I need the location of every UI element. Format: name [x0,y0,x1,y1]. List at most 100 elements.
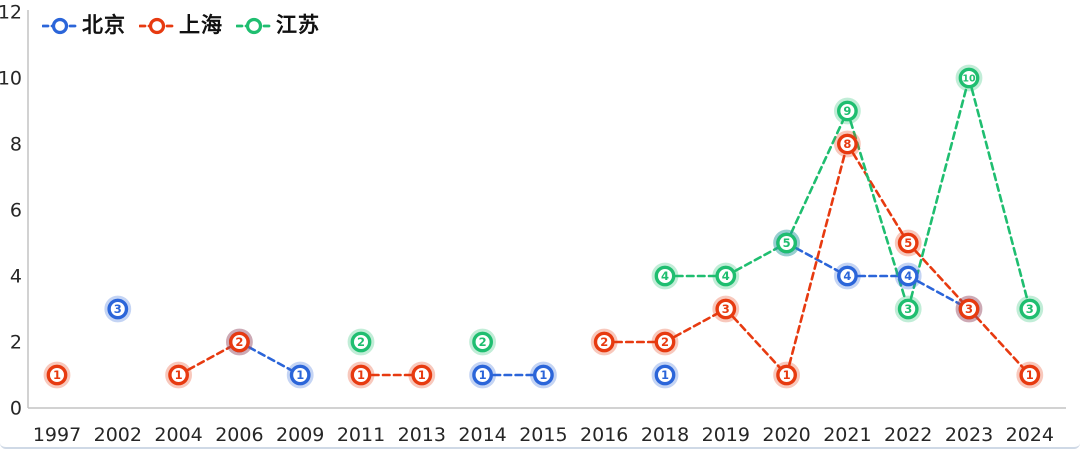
series-line-segment [785,241,849,278]
marker-halo [469,328,497,356]
marker-ring [350,364,372,386]
data-point-marker: 4 [651,262,679,290]
marker-value-label: 1 [783,368,791,382]
marker-ring [958,298,980,320]
legend-item-shanghai[interactable]: 上海 [139,15,223,36]
legend-label: 上海 [179,13,223,37]
series-line-segment [906,76,971,311]
x-tick-label: 2006 [215,424,263,446]
marker-ring [897,265,919,287]
marker-ring [593,331,615,353]
marker-halo [408,361,436,389]
marker-halo [834,130,861,158]
x-tick-label: 2019 [702,424,750,446]
y-tick-label: 10 [0,68,22,90]
data-point-marker: 3 [1016,295,1044,323]
marker-value-label: 8 [843,137,851,151]
x-tick-label: 2023 [945,424,993,446]
marker-halo [894,295,922,323]
marker-halo [955,295,983,323]
marker-ring [654,331,676,353]
marker-value-label: 2 [479,335,487,349]
marker-value-label: 1 [539,368,547,382]
data-point-marker: 1 [286,361,314,389]
marker-ring [776,364,797,386]
marker-value-label: 3 [722,302,730,316]
legend-circle-icon [148,17,166,34]
marker-ring [472,331,493,353]
series-line-segment [906,241,971,311]
x-tick-label: 2011 [337,424,385,446]
marker-halo [530,361,557,389]
data-point-marker: 1 [43,361,71,389]
data-point-marker: 1 [773,361,800,389]
marker-halo [104,295,132,323]
marker-ring [1019,298,1041,320]
marker-halo [469,361,497,389]
marker-halo [773,361,800,389]
series-line-segment [967,76,1032,311]
marker-ring [411,364,433,386]
marker-value-label: 9 [843,104,851,118]
x-tick-label: 2024 [1006,424,1054,446]
marker-halo [651,361,679,389]
marker-value-label: 1 [296,368,304,382]
data-point-marker: 1 [651,361,679,389]
marker-ring [46,364,68,386]
data-point-marker: 2 [469,328,497,356]
data-point-marker: 2 [590,328,618,356]
marker-ring [654,265,676,287]
x-tick-label: 2009 [276,424,324,446]
legend-item-beijing[interactable]: 北京 [42,15,126,36]
marker-value-label: 5 [783,236,791,250]
marker-value-label: 1 [661,368,669,382]
marker-value-label: 5 [904,236,912,250]
y-tick-label: 4 [10,266,22,288]
data-point-marker: 3 [955,295,983,323]
marker-ring [897,298,919,320]
marker-ring [472,364,493,386]
x-tick-label: 2014 [458,424,506,446]
x-tick-label: 2016 [580,424,628,446]
marker-halo [773,229,800,257]
data-point-marker: 2 [347,328,375,356]
x-tick-label: 2018 [641,424,689,446]
y-tick-label: 0 [10,398,22,420]
legend-marker-icon [42,17,78,34]
marker-ring [715,265,737,287]
marker-value-label: 3 [904,302,912,316]
legend-circle-icon [245,17,263,34]
marker-value-label: 2 [235,335,243,349]
series-line-segment [785,109,849,245]
data-point-marker: 4 [834,262,861,290]
marker-value-label: 1 [53,368,61,382]
marker-ring [350,331,372,353]
legend-item-jiangsu[interactable]: 江苏 [236,15,320,36]
marker-halo [955,64,983,92]
x-tick-label: 2020 [762,424,810,446]
marker-halo [590,328,618,356]
y-tick-label: 6 [10,200,22,222]
x-tick-label: 2004 [154,424,202,446]
legend-marker-icon [236,17,272,34]
marker-halo [1016,295,1044,323]
marker-halo [834,97,861,125]
x-tick-label: 1997 [33,424,81,446]
marker-halo [651,328,679,356]
data-point-marker: 3 [894,295,922,323]
marker-value-label: 1 [418,368,426,382]
marker-value-label: 1 [1026,368,1034,382]
marker-halo [894,229,922,257]
marker-ring [958,67,980,89]
data-point-marker: 9 [834,97,861,125]
marker-halo [773,229,800,257]
marker-ring [654,364,676,386]
data-point-marker: 4 [894,262,922,290]
data-point-marker: 1 [408,361,436,389]
marker-value-label: 3 [965,302,973,316]
data-point-marker: 1 [469,361,497,389]
marker-value-label: 1 [357,368,365,382]
series-line-segment [846,142,910,245]
legend-circle-icon [51,17,69,34]
data-point-marker: 1 [530,361,557,389]
